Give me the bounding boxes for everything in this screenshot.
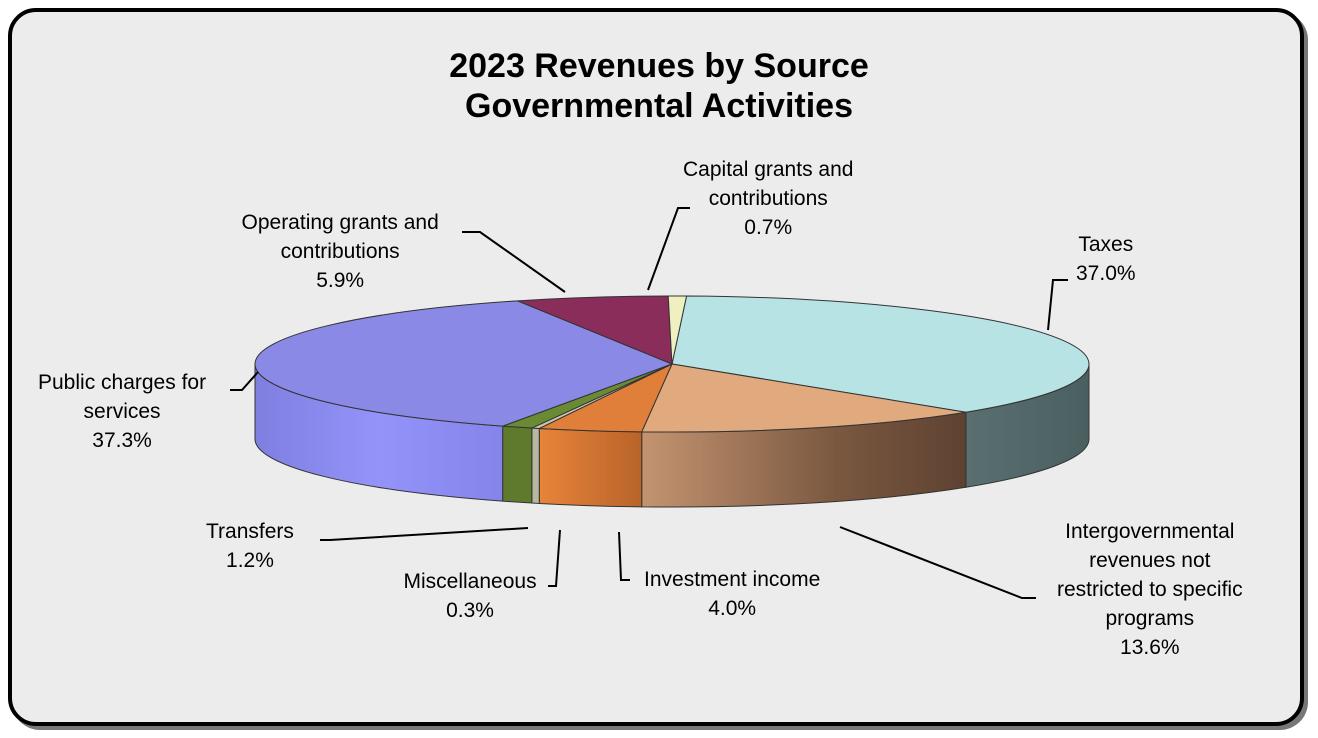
- slice-label: Intergovernmental revenues not restricted …: [1057, 517, 1243, 662]
- slice-value: 1.2%: [226, 549, 274, 572]
- pie-slice-side: [531, 427, 540, 504]
- pie-slice: [254, 300, 674, 427]
- slice-label: Transfers 1.2%: [206, 517, 294, 575]
- slice-name: Taxes: [1078, 233, 1134, 256]
- slice-label: Investment income 4.0%: [644, 565, 820, 623]
- slice-name: contributions: [708, 187, 828, 210]
- slice-value: 0.3%: [446, 599, 494, 622]
- leader-line: [839, 526, 1036, 599]
- slice-name: Miscellaneous: [403, 570, 537, 593]
- slice-name: revenues not: [1089, 549, 1211, 572]
- slice-name: Intergovernmental: [1065, 520, 1235, 543]
- chart-title: 2023 Revenues by Source Governmental Act…: [0, 46, 1318, 126]
- slice-label: Taxes 37.0%: [1076, 230, 1136, 288]
- pie-slice: [517, 295, 673, 365]
- slice-value: 4.0%: [708, 597, 757, 620]
- slice-name: contributions: [280, 240, 400, 263]
- pie-slice-side: [538, 427, 643, 508]
- slice-name: restricted to specific: [1057, 578, 1243, 601]
- slice-value: 5.9%: [316, 269, 365, 292]
- slice-value: 0.7%: [744, 216, 793, 239]
- leader-line: [618, 531, 630, 581]
- pie-slice: [671, 295, 1090, 413]
- chart-title-line: 2023 Revenues by Source: [449, 47, 869, 85]
- pie-slice-side: [502, 425, 533, 504]
- slice-name: Investment income: [644, 568, 821, 591]
- slice-label: Public charges for services 37.3%: [38, 368, 206, 455]
- slice-label: Miscellaneous 0.3%: [404, 567, 537, 625]
- slice-label: Capital grants and contributions 0.7%: [683, 155, 853, 242]
- slice-value: 37.0%: [1076, 262, 1136, 285]
- slice-label: Operating grants and contributions 5.9%: [242, 208, 439, 295]
- slice-name: Capital grants and: [683, 158, 854, 181]
- leader-line: [647, 207, 690, 291]
- slice-name: Public charges for: [38, 371, 207, 394]
- leader-line: [320, 527, 529, 541]
- pie-slice: [640, 363, 966, 433]
- slice-name: services: [83, 400, 161, 423]
- slice-value: 37.3%: [92, 429, 152, 452]
- leader-line: [1047, 279, 1068, 331]
- slice-name: programs: [1105, 607, 1195, 630]
- leader-line: [230, 371, 259, 391]
- slice-name: Operating grants and: [241, 211, 439, 234]
- leader-line: [548, 529, 561, 587]
- chart-subtitle-line: Governmental Activities: [465, 87, 853, 125]
- pie-slice: [667, 295, 688, 365]
- slice-value: 13.6%: [1120, 636, 1180, 659]
- slice-name: Transfers: [206, 520, 294, 543]
- leader-line: [462, 231, 566, 293]
